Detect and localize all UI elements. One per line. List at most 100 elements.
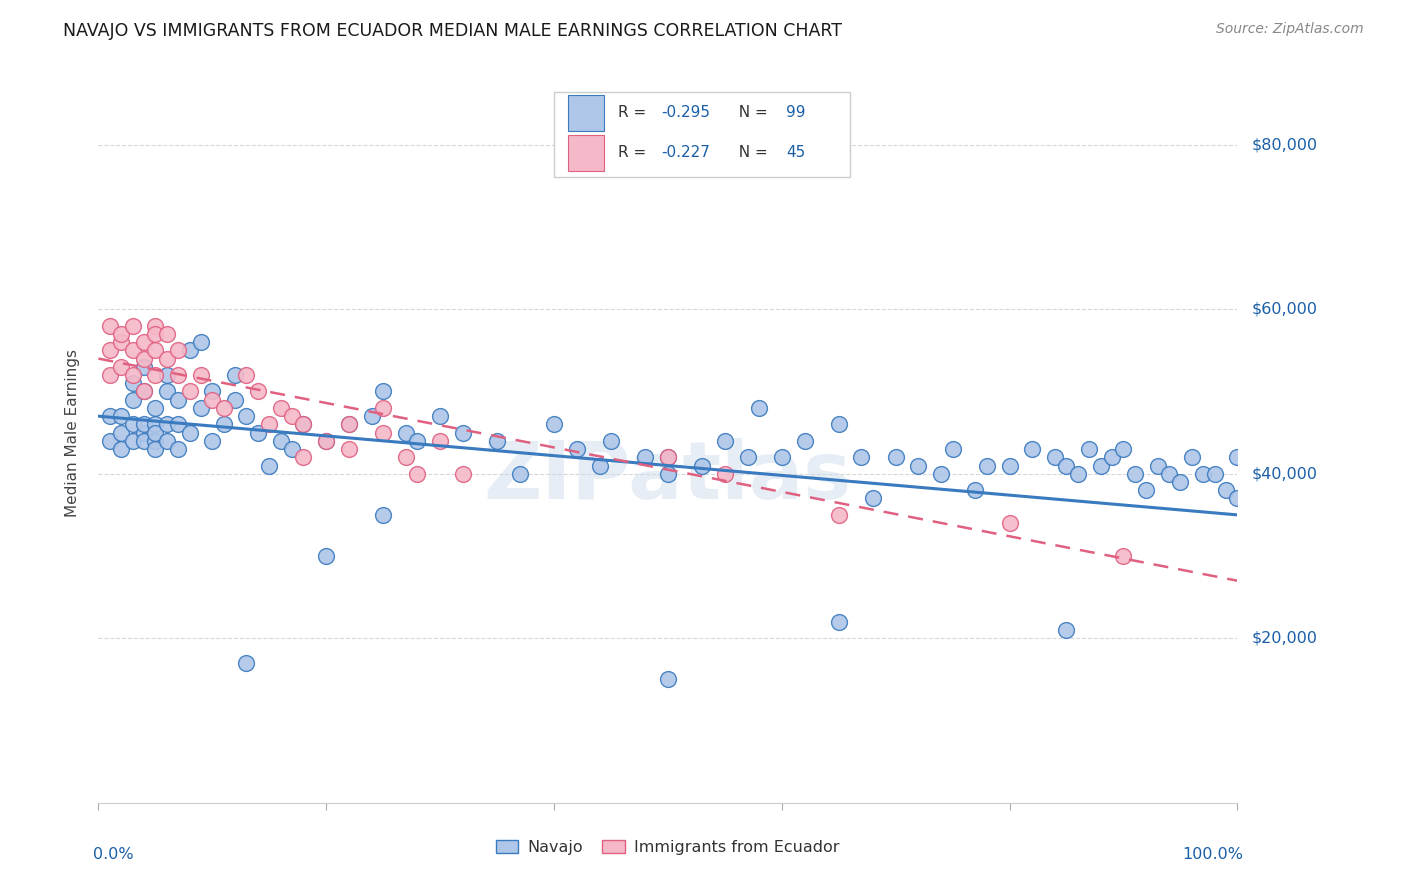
Point [121,376,143,391]
Point [281,409,304,424]
Text: R =: R = [617,105,651,120]
Point [179,384,201,399]
Point [1170,475,1192,489]
Point [201,434,224,448]
Point [110,359,132,374]
Point [1226,450,1249,465]
Point [121,392,143,407]
Point [851,450,873,465]
Point [451,467,474,481]
Point [98,434,121,448]
Text: R =: R = [617,145,651,161]
Text: 99: 99 [786,105,806,120]
Point [657,450,679,465]
Point [828,417,851,432]
Point [224,368,246,382]
Point [451,425,474,440]
Point [292,417,315,432]
Point [406,434,429,448]
Point [1090,458,1112,473]
FancyBboxPatch shape [554,92,851,178]
Point [1181,450,1204,465]
Point [132,335,155,350]
Point [588,458,610,473]
Point [862,491,884,506]
Point [270,401,292,415]
Point [121,417,143,432]
Point [337,442,360,456]
Point [259,417,281,432]
Point [1204,467,1226,481]
Point [884,450,907,465]
Point [145,343,167,358]
Point [235,656,257,670]
Point [145,326,167,341]
Point [1192,467,1215,481]
Point [145,368,167,382]
Point [121,368,143,382]
Text: N =: N = [730,145,773,161]
Point [565,442,588,456]
Point [156,417,179,432]
Point [167,442,190,456]
Point [395,450,418,465]
Point [224,392,246,407]
Point [337,417,360,432]
Text: Source: ZipAtlas.com: Source: ZipAtlas.com [1216,22,1364,37]
Point [998,516,1021,530]
Point [145,401,167,415]
Point [1112,442,1135,456]
Point [371,384,394,399]
Point [270,434,292,448]
Point [121,434,143,448]
Point [1146,458,1168,473]
Point [486,434,509,448]
Point [828,508,851,522]
Y-axis label: Median Male Earnings: Median Male Earnings [65,349,80,516]
Point [98,368,121,382]
Text: 45: 45 [786,145,806,161]
Point [429,409,451,424]
Point [281,442,304,456]
Point [132,434,155,448]
Point [145,434,167,448]
Point [156,368,179,382]
Point [1226,491,1249,506]
Point [1054,623,1078,637]
Point [600,434,623,448]
Point [714,434,737,448]
Point [110,335,132,350]
Point [1101,450,1123,465]
Point [429,434,451,448]
Text: N =: N = [730,105,773,120]
Point [1112,549,1135,563]
Point [132,417,155,432]
Point [1157,467,1180,481]
Point [98,318,121,333]
Point [657,450,679,465]
Point [167,368,190,382]
Point [292,450,315,465]
Point [235,368,257,382]
Point [132,425,155,440]
Point [156,326,179,341]
Point [201,392,224,407]
Point [1054,458,1078,473]
Point [212,401,235,415]
Text: 0.0%: 0.0% [93,847,134,863]
Point [1021,442,1043,456]
Point [292,417,315,432]
Point [793,434,815,448]
Point [965,483,987,498]
Point [167,417,190,432]
Point [145,425,167,440]
Point [179,425,201,440]
Point [132,359,155,374]
Legend: Navajo, Immigrants from Ecuador: Navajo, Immigrants from Ecuador [489,833,846,862]
Point [929,467,952,481]
Point [98,343,121,358]
Point [156,351,179,366]
Point [907,458,929,473]
Point [132,351,155,366]
Point [976,458,998,473]
